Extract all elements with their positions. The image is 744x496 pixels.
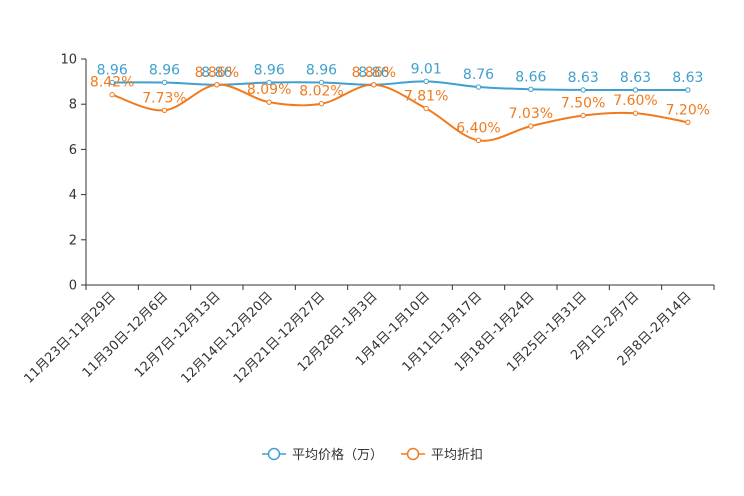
series-1-point bbox=[632, 110, 639, 116]
series-0-point bbox=[109, 79, 115, 86]
legend-label: 平均价格（万） bbox=[292, 447, 383, 463]
series-layer bbox=[109, 78, 691, 144]
series-0-point bbox=[632, 87, 639, 93]
series-0-data-label: 8.96 bbox=[306, 63, 337, 79]
series-1-data-label: 8.09% bbox=[247, 82, 291, 98]
series-1-point bbox=[475, 137, 482, 144]
legend-label: 平均折扣 bbox=[431, 448, 483, 463]
series-1-point bbox=[423, 105, 429, 112]
series-0-data-label: 8.86 bbox=[201, 65, 232, 81]
series-0-point bbox=[266, 79, 272, 86]
series-0-data-label: 9.01 bbox=[411, 61, 442, 77]
series-1-data-label: 6.40% bbox=[456, 120, 500, 136]
series-0-data-label: 8.63 bbox=[672, 70, 703, 86]
x-tick-label: 12月21日-12月27日 bbox=[231, 289, 328, 386]
series-0-data-label: 8.96 bbox=[149, 63, 180, 79]
series-1-data-label: 8.42% bbox=[90, 75, 134, 91]
series-0-point bbox=[423, 78, 429, 85]
series-0-point bbox=[580, 87, 586, 93]
series-1-data-label: 7.20% bbox=[666, 102, 710, 118]
legend-item-0[interactable]: 平均价格（万） bbox=[262, 447, 383, 463]
series-0-data-label: 8.96 bbox=[254, 63, 285, 79]
series-1-point bbox=[109, 92, 115, 98]
series-1-data-label: 7.73% bbox=[142, 90, 186, 106]
y-tick-label: 8 bbox=[69, 98, 77, 113]
axes: 024681011月23日-11月29日11月30日-12月6日12月7日-12… bbox=[22, 53, 715, 387]
series-1-data-label: 7.03% bbox=[509, 106, 553, 122]
series-1-point bbox=[266, 99, 272, 105]
series-1-data-label: 8.86% bbox=[195, 65, 239, 81]
series-1-data-label: 7.50% bbox=[561, 96, 605, 112]
series-0-data-label: 8.76 bbox=[463, 67, 494, 83]
series-1-data-label: 7.60% bbox=[613, 93, 657, 109]
y-tick-label: 4 bbox=[69, 188, 77, 203]
series-0-data-label: 8.63 bbox=[568, 70, 599, 86]
series-0-data-label: 8.96 bbox=[97, 63, 128, 79]
series-1-point bbox=[528, 123, 534, 129]
legend: 平均价格（万） 平均折扣 bbox=[262, 447, 483, 463]
x-tick-label: 11月23日-11月29日 bbox=[22, 289, 119, 386]
series-1-point bbox=[580, 112, 586, 119]
series-0-point bbox=[528, 86, 534, 92]
y-tick-label: 0 bbox=[69, 279, 77, 294]
series-line-0 bbox=[112, 80, 688, 92]
series-line-1 bbox=[111, 83, 689, 142]
data-labels-layer: 8.96 8.96 8.86 8.96 8.96 8.86 9.01 8.76 8.66 8.63… bbox=[90, 61, 710, 136]
series-1-point bbox=[371, 82, 377, 88]
series-0-data-label: 8.63 bbox=[620, 70, 651, 86]
x-tick-label: 12月14日-12月20日 bbox=[179, 289, 276, 386]
y-tick-label: 10 bbox=[60, 53, 77, 68]
legend-marker bbox=[267, 447, 281, 461]
series-1-point bbox=[161, 107, 168, 114]
series-1-data-label: 7.81% bbox=[404, 88, 448, 104]
series-0-point bbox=[475, 84, 482, 90]
legend-marker bbox=[406, 447, 420, 461]
legend-item-1[interactable]: 平均折扣 bbox=[401, 447, 483, 463]
series-0-data-label: 8.66 bbox=[515, 69, 546, 85]
series-1-data-label: 8.02% bbox=[299, 84, 343, 100]
series-0-point bbox=[318, 79, 325, 86]
series-0-data-label: 8.86 bbox=[358, 65, 389, 81]
series-1-data-label: 8.86% bbox=[352, 65, 396, 81]
series-1-point bbox=[214, 82, 220, 88]
series-1-point bbox=[318, 101, 325, 107]
series-0-point bbox=[685, 87, 691, 93]
series-1-point bbox=[685, 119, 691, 125]
series-0-point bbox=[161, 79, 168, 86]
y-tick-label: 6 bbox=[69, 143, 77, 158]
y-tick-label: 2 bbox=[69, 233, 77, 248]
